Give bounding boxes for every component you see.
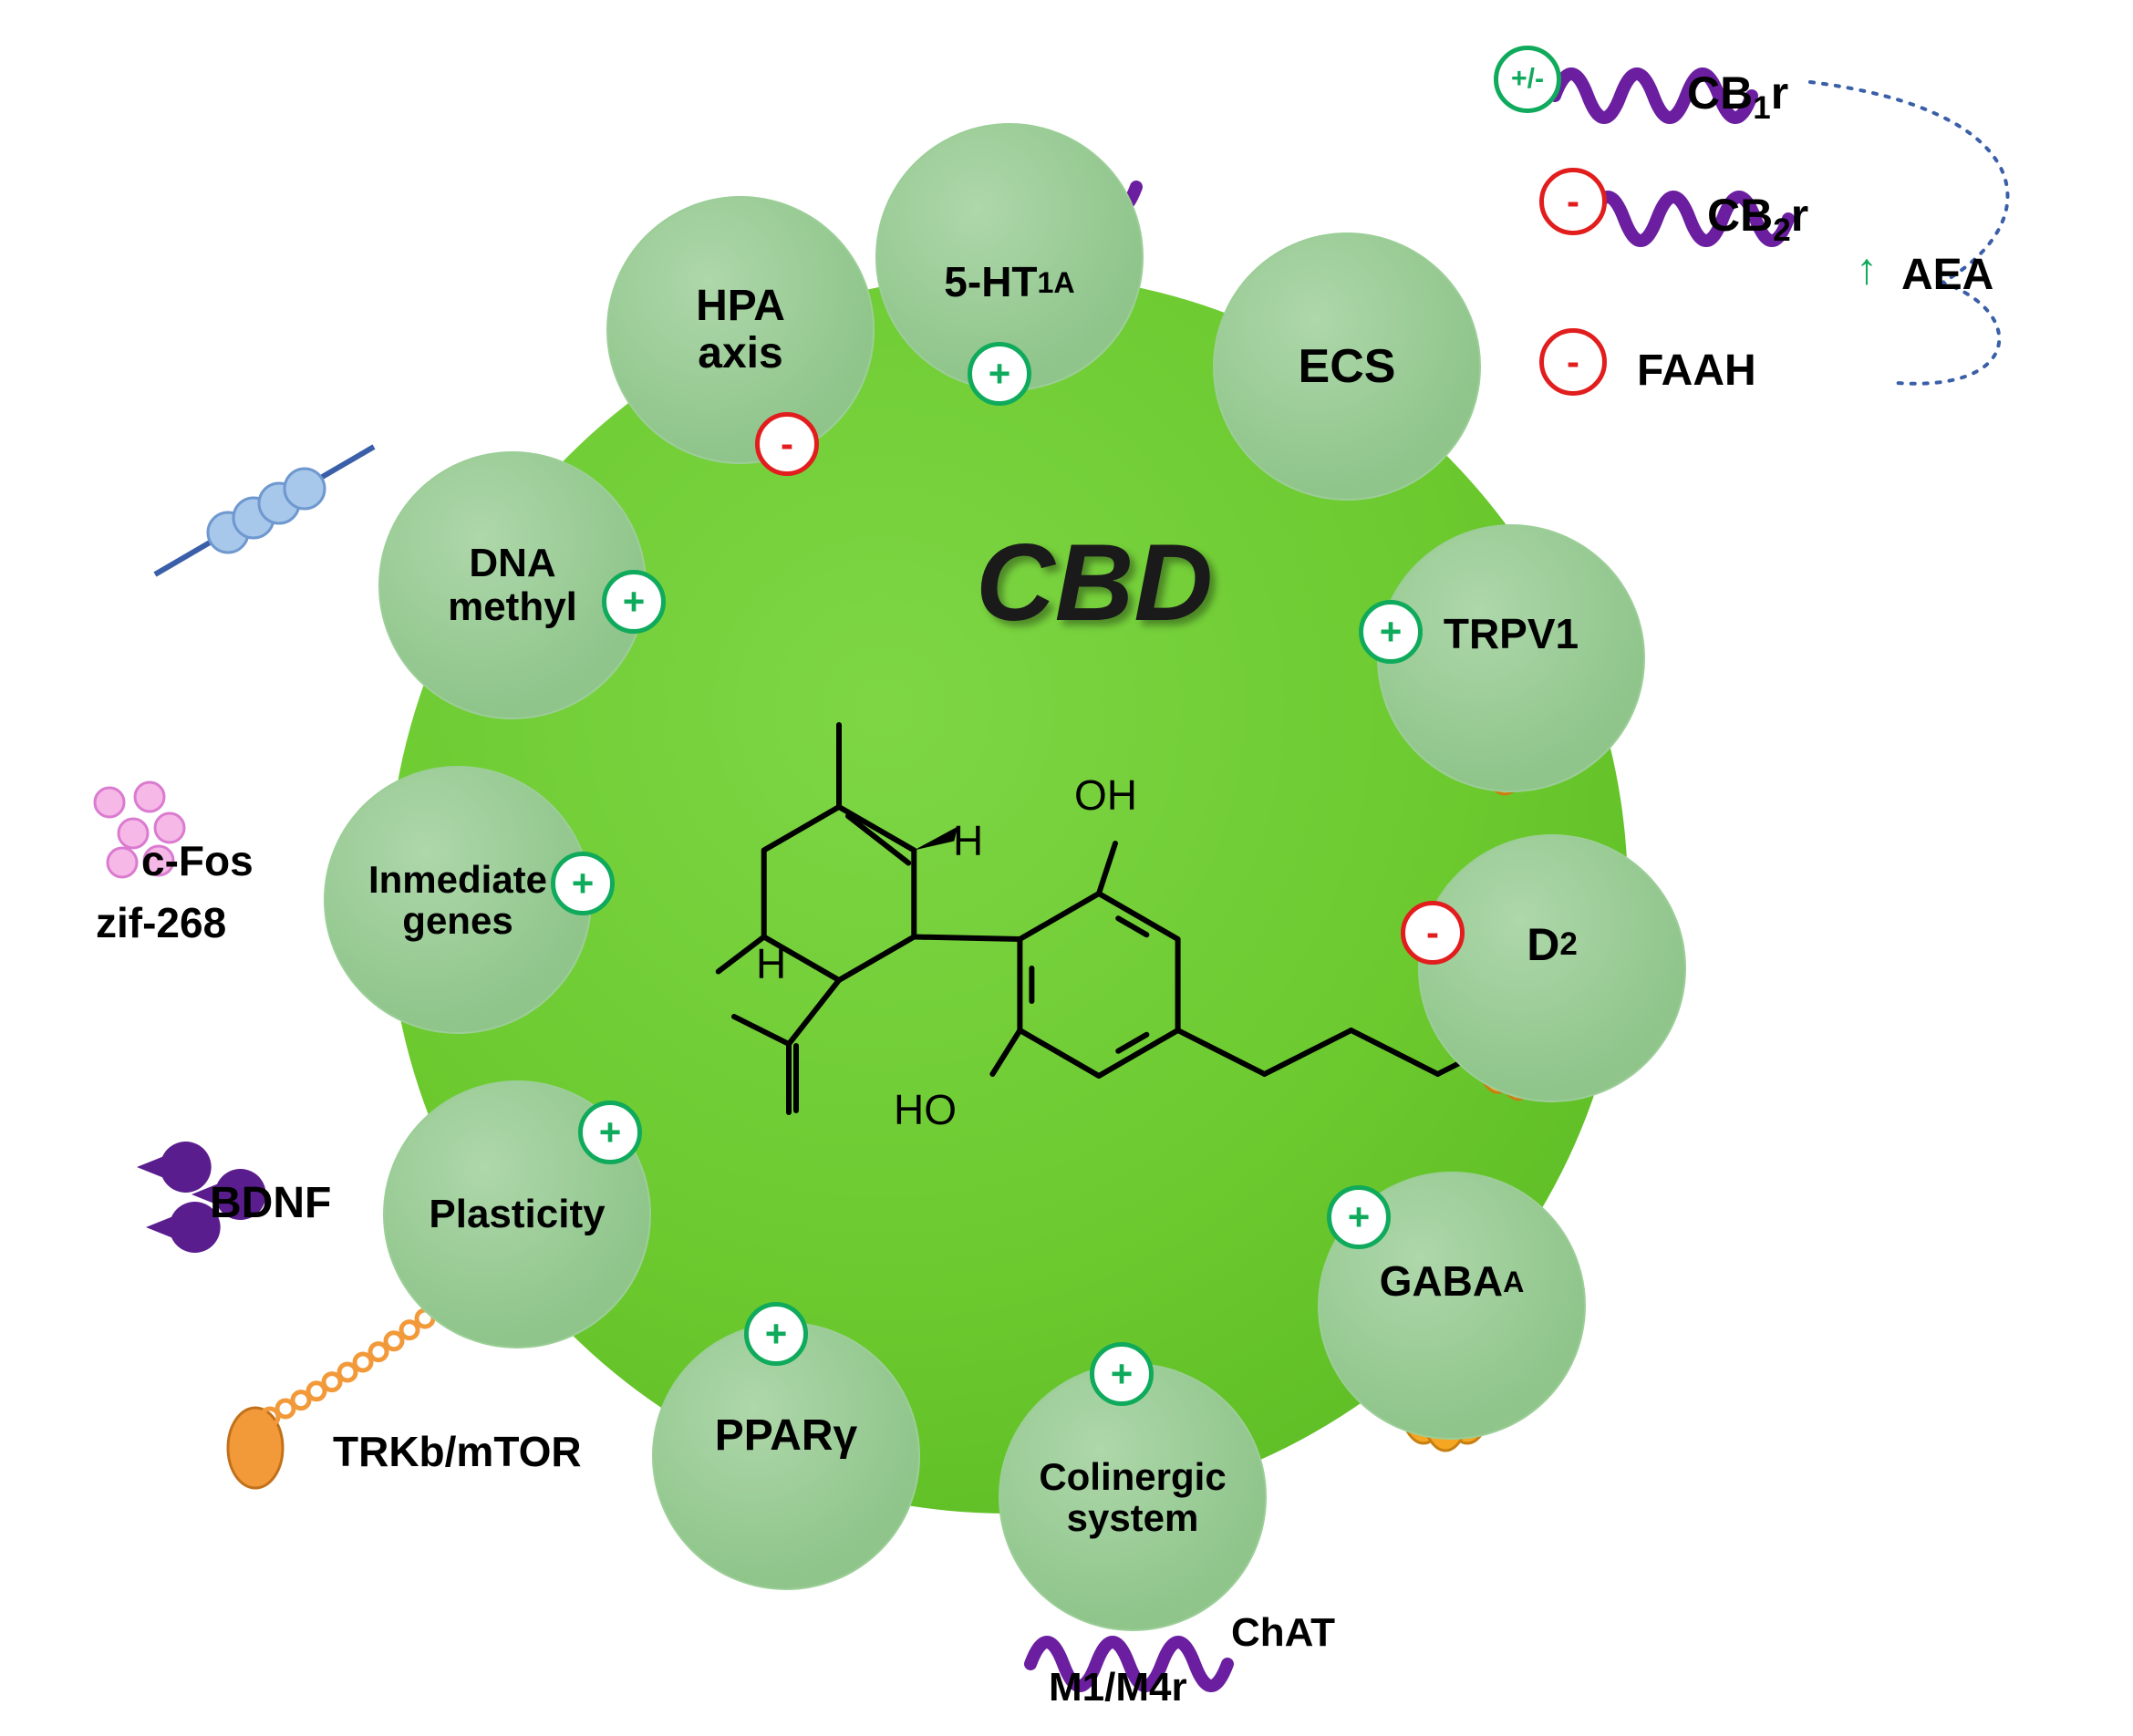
chem-label: HO (894, 1085, 957, 1134)
sign-badge: + (968, 342, 1031, 406)
chem-label: H (756, 939, 786, 988)
target-ecs: ECS (1213, 232, 1481, 501)
outer-label: c-Fos (141, 836, 254, 885)
sign-badge: - (755, 412, 819, 476)
sign-badge: + (551, 852, 615, 915)
chem-label: H (953, 816, 983, 865)
target-label-ecs: ECS (1215, 234, 1479, 499)
sign-badge: + (1327, 1185, 1391, 1249)
target-imgenes: Inmediategenes (324, 766, 592, 1034)
sign-badge: + (744, 1302, 808, 1366)
outer-label: CB2r (1707, 189, 1808, 249)
target-d2: D2 (1418, 834, 1686, 1102)
outer-label: AEA (1901, 250, 1993, 300)
outer-label: ChAT (1231, 1610, 1335, 1656)
target-trpv1: TRPV1 (1377, 524, 1645, 792)
sign-badge: - (1539, 328, 1607, 396)
sign-badge: +/- (1494, 46, 1561, 113)
sign-badge: - (1401, 901, 1465, 965)
sign-badge: + (602, 570, 666, 634)
sign-badge: + (1090, 1342, 1154, 1406)
outer-label: CB1r (1687, 67, 1788, 127)
chem-label: OH (1074, 770, 1137, 820)
target-label-colin: Colinergicsystem (1000, 1365, 1265, 1629)
outer-label: M1/M4r (1049, 1665, 1187, 1710)
outer-label: ↑ (1856, 244, 1878, 294)
outer-label: BDNF (210, 1178, 331, 1228)
target-label-hpa: HPAaxis (608, 198, 873, 462)
target-hpa: HPAaxis (606, 196, 875, 464)
outer-label: TRKb/mTOR (333, 1427, 582, 1476)
sign-badge: + (1359, 600, 1423, 664)
sign-badge: + (578, 1100, 642, 1164)
target-label-imgenes: Inmediategenes (326, 768, 590, 1032)
cbd-title: CBD (912, 520, 1277, 646)
sign-badge: - (1539, 168, 1607, 235)
outer-label: FAAH (1637, 346, 1756, 396)
outer-label: zif-268 (96, 898, 226, 947)
